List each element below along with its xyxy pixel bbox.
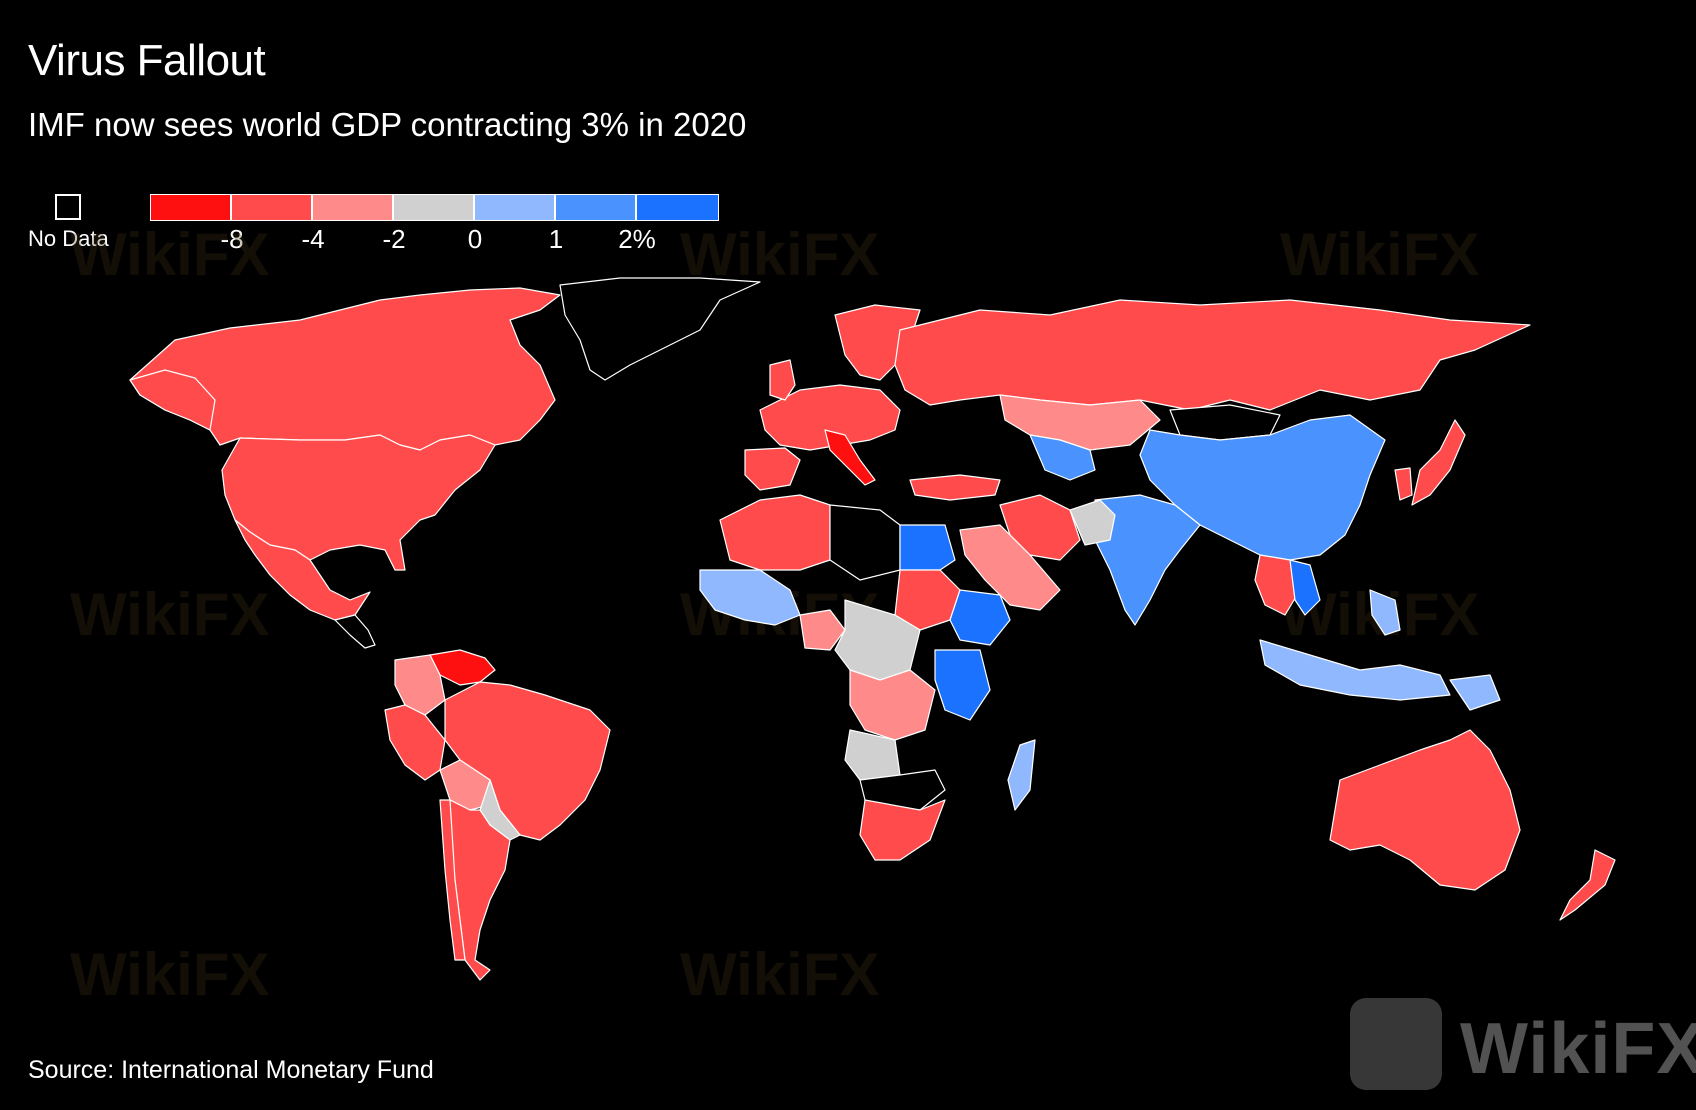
region-mexico: [234, 519, 371, 621]
region-south-africa: [859, 799, 946, 861]
region-canada: [129, 287, 561, 451]
region-mongolia: [1169, 404, 1281, 441]
region-australia: [1329, 729, 1521, 891]
region-central-asia: [1029, 434, 1096, 481]
region-drc: [849, 669, 936, 741]
no-data-label: No Data: [28, 226, 109, 251]
region-turkey: [909, 474, 1001, 501]
region-indonesia: [1259, 639, 1451, 701]
region-vietnam: [1289, 559, 1321, 616]
region-pakistan: [1069, 499, 1116, 546]
region-saudi: [959, 524, 1061, 611]
region-peru: [384, 704, 446, 781]
region-uk: [769, 359, 796, 401]
legend-tick: -2: [382, 224, 406, 254]
legend-swatch: [637, 195, 718, 220]
region-korea: [1394, 467, 1413, 501]
source-note: Source: International Monetary Fund: [28, 1056, 434, 1084]
color-scale: [150, 194, 719, 221]
region-west-africa: [699, 569, 801, 626]
legend-swatch: [313, 195, 394, 220]
legend-tick: 2%: [618, 224, 656, 254]
region-india: [1094, 494, 1201, 626]
region-italy: [824, 429, 876, 486]
legend-swatch: [151, 195, 232, 220]
legend-tick: 0: [467, 224, 483, 254]
region-chile: [439, 799, 466, 961]
chart-subtitle: IMF now sees world GDP contracting 3% in…: [28, 106, 747, 143]
region-iberia: [744, 447, 801, 491]
region-philippines: [1369, 589, 1401, 636]
no-data-swatch: [55, 194, 81, 220]
region-nigeria: [799, 609, 846, 651]
wikifx-logo-icon: [1350, 998, 1442, 1090]
region-egypt: [899, 524, 956, 571]
region-new-zealand: [1559, 849, 1616, 921]
region-japan: [1411, 419, 1466, 506]
world-map: [129, 277, 1616, 981]
region-ethiopia: [949, 589, 1011, 646]
legend-swatch: [394, 195, 475, 220]
region-venezuela: [429, 649, 496, 686]
region-greenland: [559, 277, 761, 381]
legend-swatch: [475, 195, 556, 220]
legend-swatch: [556, 195, 637, 220]
region-east-africa: [934, 649, 991, 721]
legend-tick: 1: [548, 224, 564, 254]
wikifx-watermark: WikiFX: [1350, 998, 1696, 1094]
legend: No Data -8 -4 -2 0 1 2%: [28, 192, 748, 262]
region-central-america: [334, 614, 376, 649]
region-north-africa: [719, 494, 831, 571]
region-libya: [829, 504, 901, 581]
region-madagascar: [1007, 739, 1036, 811]
region-alaska: [129, 369, 216, 431]
watermark-text: WikiFX: [1460, 1009, 1696, 1089]
legend-tick: -4: [301, 224, 325, 254]
legend-tick: -8: [220, 224, 244, 254]
legend-swatch: [232, 195, 313, 220]
region-russia: [894, 299, 1531, 411]
chart-title: Virus Fallout: [28, 36, 266, 85]
region-colombia: [394, 654, 446, 716]
region-png: [1449, 674, 1501, 711]
region-western-europe: [759, 384, 901, 451]
